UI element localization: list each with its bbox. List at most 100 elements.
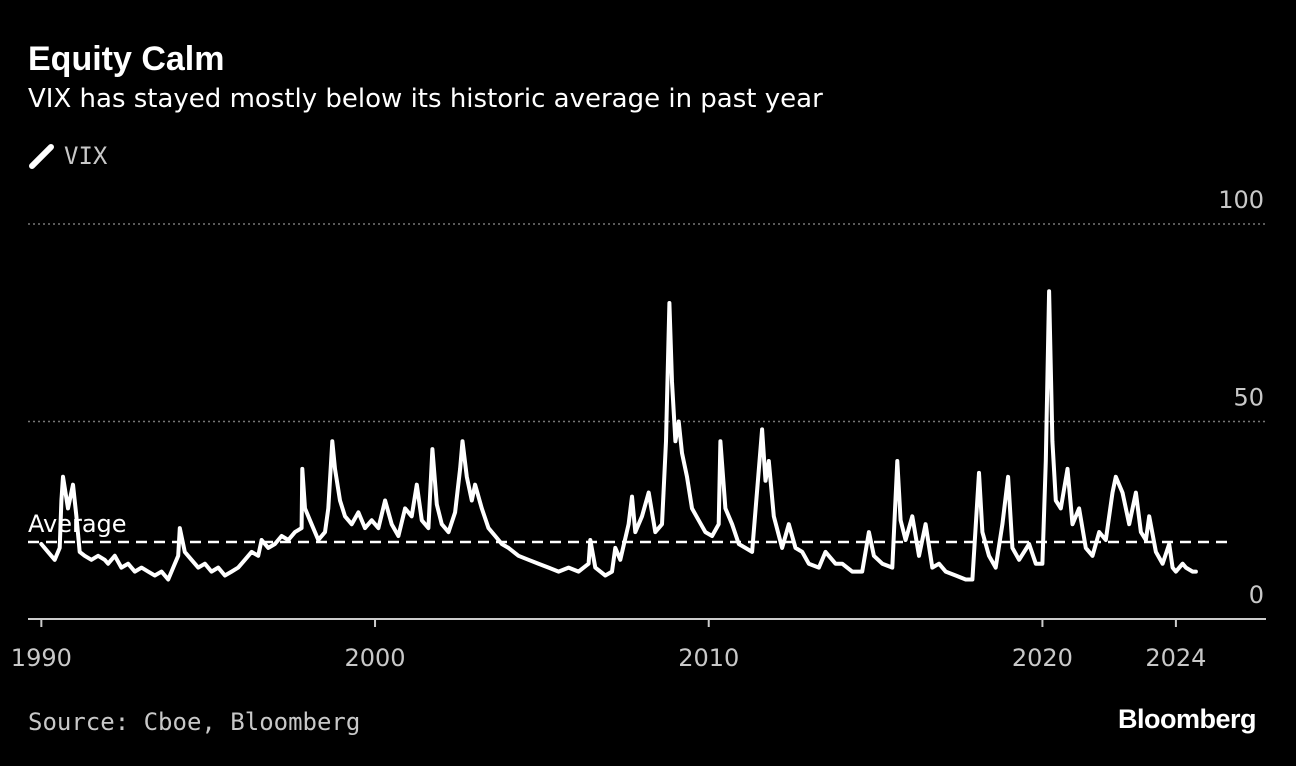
data-point (780, 546, 784, 550)
data-point (236, 566, 240, 570)
data-point (493, 534, 497, 538)
data-point (593, 566, 597, 570)
data-point (917, 554, 921, 558)
data-point (937, 562, 941, 566)
data-point (743, 546, 748, 550)
data-point (670, 380, 674, 384)
data-point (1191, 570, 1195, 574)
data-point (273, 542, 277, 546)
data-point (78, 550, 82, 554)
data-point (516, 554, 521, 558)
data-point (1027, 542, 1031, 546)
data-point (310, 522, 314, 526)
data-point (280, 534, 284, 538)
data-point (470, 498, 474, 503)
series-line-vix (39, 289, 1198, 582)
data-point (293, 530, 297, 534)
data-point (872, 554, 876, 558)
data-point (723, 506, 728, 510)
data-point (1084, 546, 1088, 550)
data-point (1181, 562, 1185, 566)
data-point (196, 566, 200, 570)
data-point (1097, 530, 1101, 534)
chart-subtitle: VIX has stayed mostly below its historic… (28, 84, 823, 114)
data-point (133, 570, 137, 574)
data-point (46, 550, 50, 554)
data-point (103, 558, 107, 562)
data-point (987, 554, 991, 558)
data-point (333, 467, 337, 471)
data-point (680, 451, 684, 455)
data-point (1010, 546, 1015, 550)
chart-title: Equity Calm (28, 40, 225, 78)
data-point (1070, 522, 1075, 526)
data-point (718, 439, 723, 443)
data-point (980, 530, 985, 534)
data-point (61, 475, 65, 479)
data-point (526, 558, 531, 562)
data-point (1127, 522, 1131, 526)
data-point (435, 502, 439, 506)
data-point (710, 534, 714, 538)
data-point (189, 558, 194, 562)
x-tick-label-1990: 1990 (11, 644, 72, 672)
line-swatch-icon (29, 144, 54, 169)
data-point (1000, 522, 1005, 526)
data-point (664, 439, 668, 443)
data-point (954, 573, 958, 578)
data-point (139, 566, 144, 570)
data-point (1054, 498, 1058, 503)
data-point (793, 546, 798, 550)
data-point (83, 554, 87, 558)
data-point (1194, 570, 1198, 574)
data-point (613, 546, 617, 550)
data-point (183, 550, 187, 554)
data-point (717, 522, 721, 526)
data-point (370, 518, 374, 522)
data-point (1167, 542, 1171, 546)
data-point (763, 479, 768, 483)
data-point (500, 542, 504, 546)
data-point (74, 514, 78, 518)
data-point (1044, 459, 1048, 463)
data-point (350, 522, 354, 526)
data-point (446, 530, 451, 534)
data-point (146, 570, 150, 574)
data-point (1161, 562, 1165, 566)
data-point (567, 566, 571, 570)
x-tick-label-2020: 2020 (1012, 644, 1073, 672)
data-point (817, 566, 821, 570)
data-point (178, 526, 182, 530)
data-point (577, 570, 581, 574)
data-point (338, 498, 342, 503)
data-point (458, 467, 462, 471)
data-point (895, 459, 899, 463)
data-point (1139, 530, 1143, 534)
data-point (970, 577, 975, 582)
data-point (96, 554, 100, 558)
data-point (1110, 491, 1115, 495)
data-point (126, 562, 130, 566)
legend-label-vix: VIX (64, 142, 108, 170)
data-point (1171, 566, 1175, 570)
data-point (71, 483, 75, 487)
data-point (396, 534, 400, 538)
x-tick-label-2000: 2000 (345, 644, 406, 672)
data-point (904, 538, 908, 542)
data-point (119, 566, 123, 570)
data-point (703, 530, 708, 534)
data-point (465, 475, 469, 479)
data-point (440, 522, 444, 526)
data-point (547, 566, 551, 570)
data-point (460, 439, 465, 443)
data-point (610, 570, 614, 574)
data-point (59, 498, 64, 503)
data-point (640, 514, 644, 518)
data-point (153, 573, 157, 578)
data-point (356, 510, 360, 514)
data-point (230, 570, 234, 574)
data-point (1120, 491, 1125, 495)
data-point (760, 427, 764, 431)
data-point (618, 558, 622, 562)
data-point (1147, 514, 1151, 518)
